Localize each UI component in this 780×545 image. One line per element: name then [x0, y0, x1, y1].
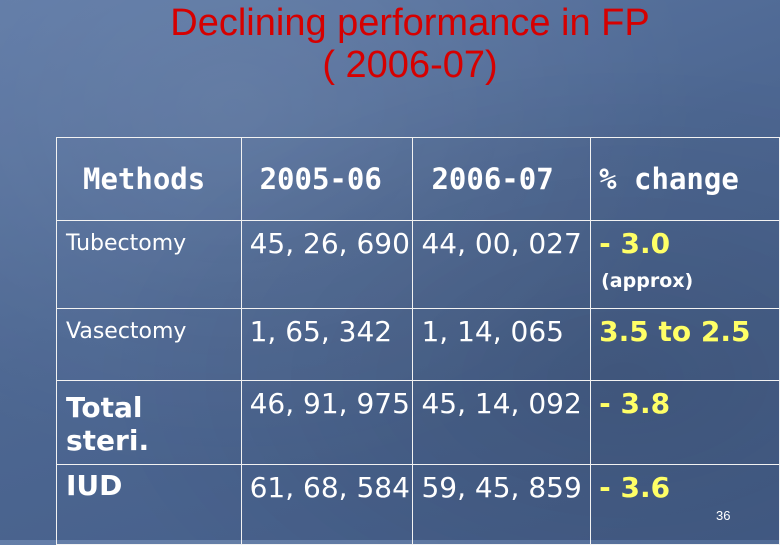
- title-line-1: Declining performance in FP: [170, 2, 650, 44]
- method-cell: IUD: [56, 464, 242, 545]
- value-2006-07: 1, 14, 065: [412, 308, 592, 381]
- table-row: Total steri. 46, 91, 975 45, 14, 092 - 3…: [56, 380, 780, 465]
- header-percent-change: % change: [590, 137, 780, 221]
- header-2005-06: 2005-06: [240, 137, 414, 221]
- header-methods: Methods: [56, 137, 242, 221]
- value-2005-06: 1, 65, 342: [240, 308, 414, 381]
- value-2006-07: 59, 45, 859: [412, 464, 592, 545]
- value-2005-06: 45, 26, 690: [240, 220, 414, 309]
- method-label: Total steri.: [66, 391, 150, 457]
- table-row: Vasectomy 1, 65, 342 1, 14, 065 3.5 to 2…: [56, 308, 780, 381]
- method-cell: Total steri.: [56, 380, 242, 465]
- method-cell: Vasectomy: [56, 308, 242, 381]
- header-row: Methods 2005-06 2006-07 % change: [56, 137, 780, 221]
- fp-performance-table: Methods 2005-06 2006-07 % change Tubecto…: [56, 137, 780, 545]
- change-cell: - 3.8: [590, 380, 780, 465]
- value-2006-07: 44, 00, 027: [412, 220, 592, 309]
- table-row: IUD 61, 68, 584 59, 45, 859 - 3.6: [56, 464, 780, 545]
- value-2005-06: 46, 91, 975: [240, 380, 414, 465]
- slide-title: Declining performance in FP ( 2006-07): [0, 2, 780, 86]
- table-row: Tubectomy 45, 26, 690 44, 00, 027 - 3.0 …: [56, 220, 780, 309]
- change-note: (approx): [601, 270, 694, 292]
- header-2006-07: 2006-07: [412, 137, 592, 221]
- value-2005-06: 61, 68, 584: [240, 464, 414, 545]
- change-cell: - 3.6: [590, 464, 780, 545]
- value-2006-07: 45, 14, 092: [412, 380, 592, 465]
- title-line-2: ( 2006-07): [322, 44, 498, 86]
- change-cell: - 3.0 (approx): [590, 220, 780, 309]
- page-number: 36: [716, 508, 731, 523]
- change-value: - 3.0: [599, 227, 671, 260]
- change-cell: 3.5 to 2.5: [590, 308, 780, 381]
- method-cell: Tubectomy: [56, 220, 242, 309]
